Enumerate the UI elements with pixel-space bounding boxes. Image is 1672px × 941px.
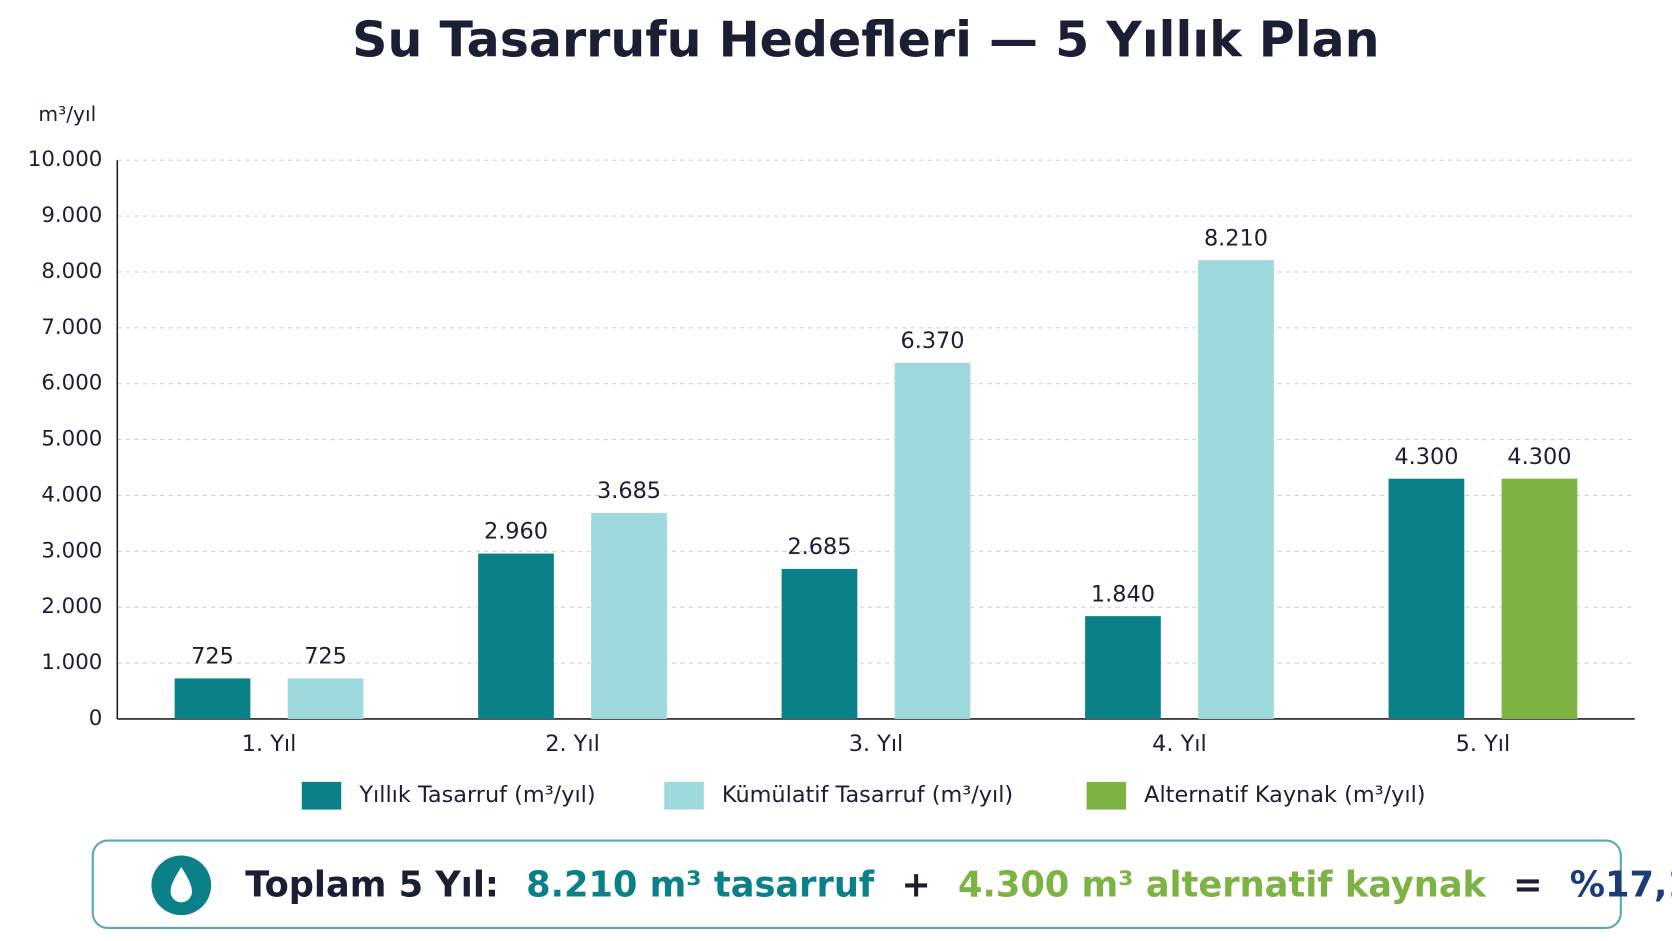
x-tick-label: 3. Yıl	[849, 731, 904, 757]
value-label: 725	[191, 644, 234, 670]
legend-label: Kümülatif Tasarruf (m³/yıl)	[722, 782, 1013, 808]
y-tick-label: 2.000	[41, 594, 102, 619]
summary-alternative: 4.300 m³ alternatif kaynak	[958, 864, 1488, 905]
y-axis-label: m³/yıl	[38, 102, 96, 126]
value-label: 725	[304, 644, 347, 670]
summary-result: %17,1 iyileşme	[1570, 864, 1672, 905]
summary-equals: =	[1513, 864, 1542, 905]
y-tick-label: 8.000	[41, 259, 102, 284]
y-tick-label: 9.000	[41, 203, 102, 228]
bar	[1501, 478, 1578, 719]
summary-text: Toplam 5 Yıl: 8.210 m³ tasarruf + 4.300 …	[245, 864, 1672, 905]
bar	[591, 513, 667, 719]
value-label: 4.300	[1394, 444, 1458, 470]
summary-plus: +	[901, 864, 930, 905]
y-tick-label: 6.000	[41, 371, 102, 396]
bar	[287, 678, 364, 719]
legend-swatch	[301, 781, 342, 810]
value-label: 8.210	[1204, 225, 1268, 251]
bar	[894, 363, 971, 719]
y-tick-label: 0	[89, 706, 103, 731]
y-tick-label: 7.000	[41, 315, 102, 340]
bar	[1388, 478, 1465, 719]
summary-box	[91, 839, 1622, 930]
y-tick-label: 3.000	[41, 538, 102, 563]
x-tick-label: 4. Yıl	[1152, 731, 1207, 757]
y-tick-label: 10.000	[28, 147, 103, 172]
summary-savings: 8.210 m³ tasarruf	[526, 864, 875, 905]
x-tick-label: 2. Yıl	[545, 731, 600, 757]
bar	[478, 553, 554, 719]
value-label: 4.300	[1507, 444, 1571, 470]
x-tick-label: 5. Yıl	[1456, 731, 1511, 757]
x-tick-label: 1. Yıl	[242, 731, 297, 757]
bar	[174, 678, 251, 719]
value-label: 1.840	[1091, 581, 1155, 607]
y-tick-label: 4.000	[41, 482, 102, 507]
y-tick-label: 1.000	[41, 650, 102, 675]
bar	[781, 568, 858, 719]
legend-swatch	[1086, 781, 1127, 810]
drop-shape	[170, 867, 192, 903]
legend-swatch	[664, 781, 704, 810]
value-label: 2.960	[484, 519, 548, 545]
summary-label: Toplam 5 Yıl:	[245, 864, 499, 905]
chart-title: Su Tasarrufu Hedefleri — 5 Yıllık Plan	[352, 10, 1379, 68]
bar	[1085, 616, 1161, 719]
value-label: 3.685	[597, 478, 661, 504]
bar	[1198, 260, 1274, 719]
legend-label: Alternatif Kaynak (m³/yıl)	[1144, 782, 1425, 808]
value-label: 6.370	[900, 328, 964, 354]
legend-label: Yıllık Tasarruf (m³/yıl)	[358, 782, 595, 808]
value-label: 2.685	[787, 534, 851, 560]
y-tick-label: 5.000	[41, 427, 102, 452]
